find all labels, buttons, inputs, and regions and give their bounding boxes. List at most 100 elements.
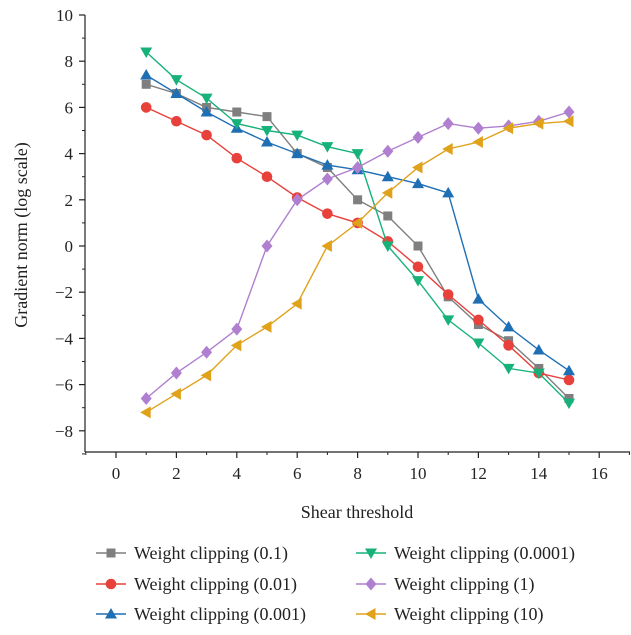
data-point [351, 149, 364, 160]
data-point [140, 69, 153, 80]
y-tick-label: 2 [65, 191, 74, 210]
data-point [353, 195, 363, 205]
data-point [412, 276, 424, 287]
data-point [321, 142, 334, 153]
x-tick-label: 16 [591, 464, 608, 483]
data-point [532, 343, 545, 355]
data-point [261, 171, 273, 182]
data-point [442, 289, 454, 300]
data-point [321, 172, 333, 186]
y-tick-label: −4 [55, 329, 74, 348]
data-point [365, 577, 377, 591]
data-point [262, 112, 272, 122]
data-point [381, 186, 393, 199]
legend-item-2: Weight clipping (0.01) [96, 574, 297, 595]
data-point [291, 297, 302, 310]
data-point [472, 121, 484, 135]
data-point [563, 374, 575, 386]
data-point [532, 368, 545, 380]
data-point [141, 79, 151, 89]
legend-label: Weight clipping (1) [394, 574, 535, 595]
axes: 10 8 6 4 2 0 −2 −4 −6 −8 0 2 4 6 8 10 12 14 16 [55, 6, 630, 483]
data-point [230, 339, 242, 352]
x-tick-label: 4 [233, 464, 242, 483]
data-point [140, 102, 152, 113]
series-2 [140, 102, 575, 386]
data-point [472, 136, 483, 149]
data-point [230, 119, 243, 130]
data-point [291, 130, 304, 142]
data-point [231, 152, 243, 164]
legend-item-1: Weight clipping (0.1) [96, 543, 288, 564]
x-tick-label: 8 [353, 464, 362, 483]
data-point [261, 320, 272, 333]
y-tick-label: 6 [65, 98, 74, 117]
data-point [502, 320, 515, 332]
legend-label: Weight clipping (10) [394, 604, 544, 625]
x-tick-label: 12 [470, 464, 487, 483]
y-axis-title: Gradient norm (log scale) [11, 142, 32, 327]
data-point [412, 161, 423, 174]
data-point [442, 117, 454, 131]
data-point [201, 129, 212, 141]
data-point [352, 160, 364, 174]
series-4 [140, 47, 575, 410]
x-tick-label: 10 [410, 464, 427, 483]
data-point [140, 47, 153, 58]
data-point [322, 208, 333, 219]
x-tick-label: 0 [112, 464, 121, 483]
data-point [473, 314, 484, 326]
data-point [412, 130, 424, 144]
series-layer [140, 47, 575, 419]
data-point [140, 406, 151, 419]
data-point [563, 105, 575, 119]
y-tick-label: −8 [55, 422, 73, 441]
data-point [502, 363, 515, 375]
y-tick-label: 8 [65, 52, 74, 71]
data-point [200, 93, 213, 105]
legend-label: Weight clipping (0.0001) [394, 543, 575, 564]
data-point [564, 393, 574, 403]
y-tick-label: 10 [56, 6, 73, 25]
data-point [412, 261, 424, 273]
data-point [200, 369, 212, 382]
x-axis-title: Shear threshold [301, 502, 413, 522]
data-point [381, 241, 394, 252]
data-point [381, 170, 394, 182]
data-point [413, 241, 423, 251]
data-point [383, 211, 393, 221]
data-point [261, 136, 273, 147]
data-point [442, 142, 453, 155]
legend-item-3: Weight clipping (0.001) [96, 604, 306, 625]
data-point [200, 106, 213, 117]
legend-item-4: Weight clipping (0.0001) [356, 543, 575, 564]
x-tick-label: 2 [172, 464, 181, 483]
data-point [365, 608, 376, 620]
data-point [261, 126, 273, 137]
data-point [201, 345, 213, 359]
data-point [502, 122, 514, 135]
data-point [472, 293, 485, 304]
data-point [351, 216, 363, 229]
data-point [532, 117, 544, 130]
data-point [261, 239, 273, 253]
y-tick-label: −6 [55, 376, 73, 395]
data-point [170, 387, 181, 400]
data-point [170, 366, 182, 380]
data-point [171, 115, 182, 127]
legend-item-6: Weight clipping (10) [356, 604, 544, 625]
data-point [365, 548, 377, 559]
data-point [140, 391, 152, 405]
y-tick-label: 4 [65, 145, 74, 164]
x-tick-label: 14 [530, 464, 548, 483]
data-point [105, 608, 117, 619]
legend: Weight clipping (0.1) Weight clipping (0.… [96, 543, 575, 625]
data-point [170, 87, 183, 99]
data-point [321, 240, 332, 252]
data-point [106, 548, 116, 558]
series-3 [140, 69, 575, 376]
data-point [105, 578, 117, 590]
series-6 [140, 115, 574, 419]
data-point [472, 338, 485, 350]
